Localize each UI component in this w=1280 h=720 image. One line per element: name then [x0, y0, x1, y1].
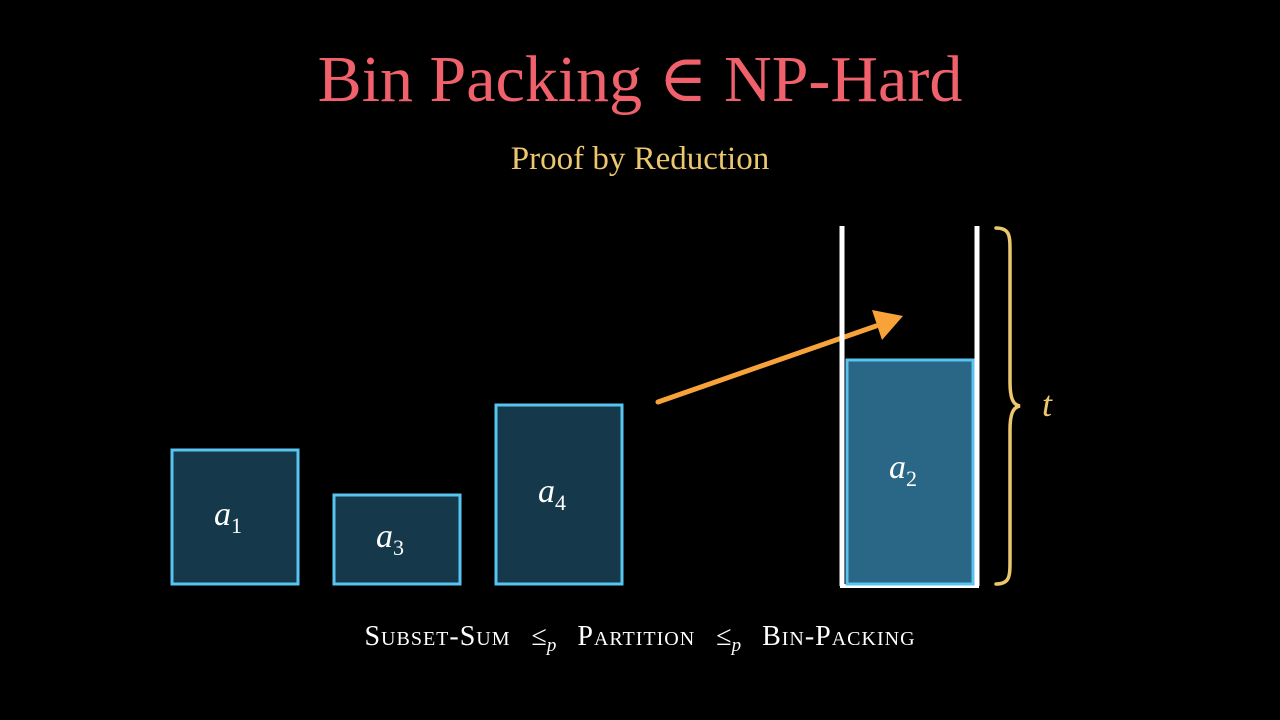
item-a1-box: [170, 448, 300, 586]
operator-subscript: p: [731, 635, 742, 656]
operator-symbol: ≤: [531, 621, 547, 652]
capacity-brace: t: [994, 226, 1053, 586]
bin: [839, 226, 980, 588]
item-a3-label: a3: [376, 518, 404, 560]
slide-title: Bin Packing ∈ NP-Hard: [0, 36, 1280, 124]
problem-partition: Partition: [577, 621, 696, 652]
reduction-chain: Subset-Sum ≤p Partition ≤p Bin-Packing: [0, 617, 1280, 666]
item-a2: a2: [845, 358, 975, 586]
item-a1: a1: [170, 448, 300, 586]
item-a2-box: [845, 358, 975, 586]
reduces-to-operator-2: ≤p: [716, 617, 741, 666]
item-a2-label: a2: [889, 449, 917, 491]
item-a4-box: [494, 403, 624, 586]
item-a3-box: [332, 493, 462, 586]
element-of-symbol: ∈: [658, 43, 708, 116]
capacity-label: t: [1042, 384, 1053, 424]
item-a4-label: a4: [538, 473, 566, 515]
operator-subscript: p: [546, 635, 557, 656]
title-text: Bin Packing: [317, 43, 643, 116]
title-complexity-class: NP-Hard: [724, 43, 963, 116]
brace-icon: [994, 226, 1021, 586]
slide-subtitle: Proof by Reduction: [510, 141, 770, 177]
reduces-to-operator-1: ≤p: [532, 617, 557, 666]
move-arrow-head: [872, 310, 903, 340]
problem-bin-packing: Bin-Packing: [762, 621, 916, 652]
item-a1-label: a1: [214, 496, 242, 538]
operator-symbol: ≤: [716, 621, 732, 652]
problem-subset-sum: Subset-Sum: [364, 621, 511, 652]
item-a3: a3: [332, 493, 462, 586]
item-a4: a4: [494, 403, 624, 586]
